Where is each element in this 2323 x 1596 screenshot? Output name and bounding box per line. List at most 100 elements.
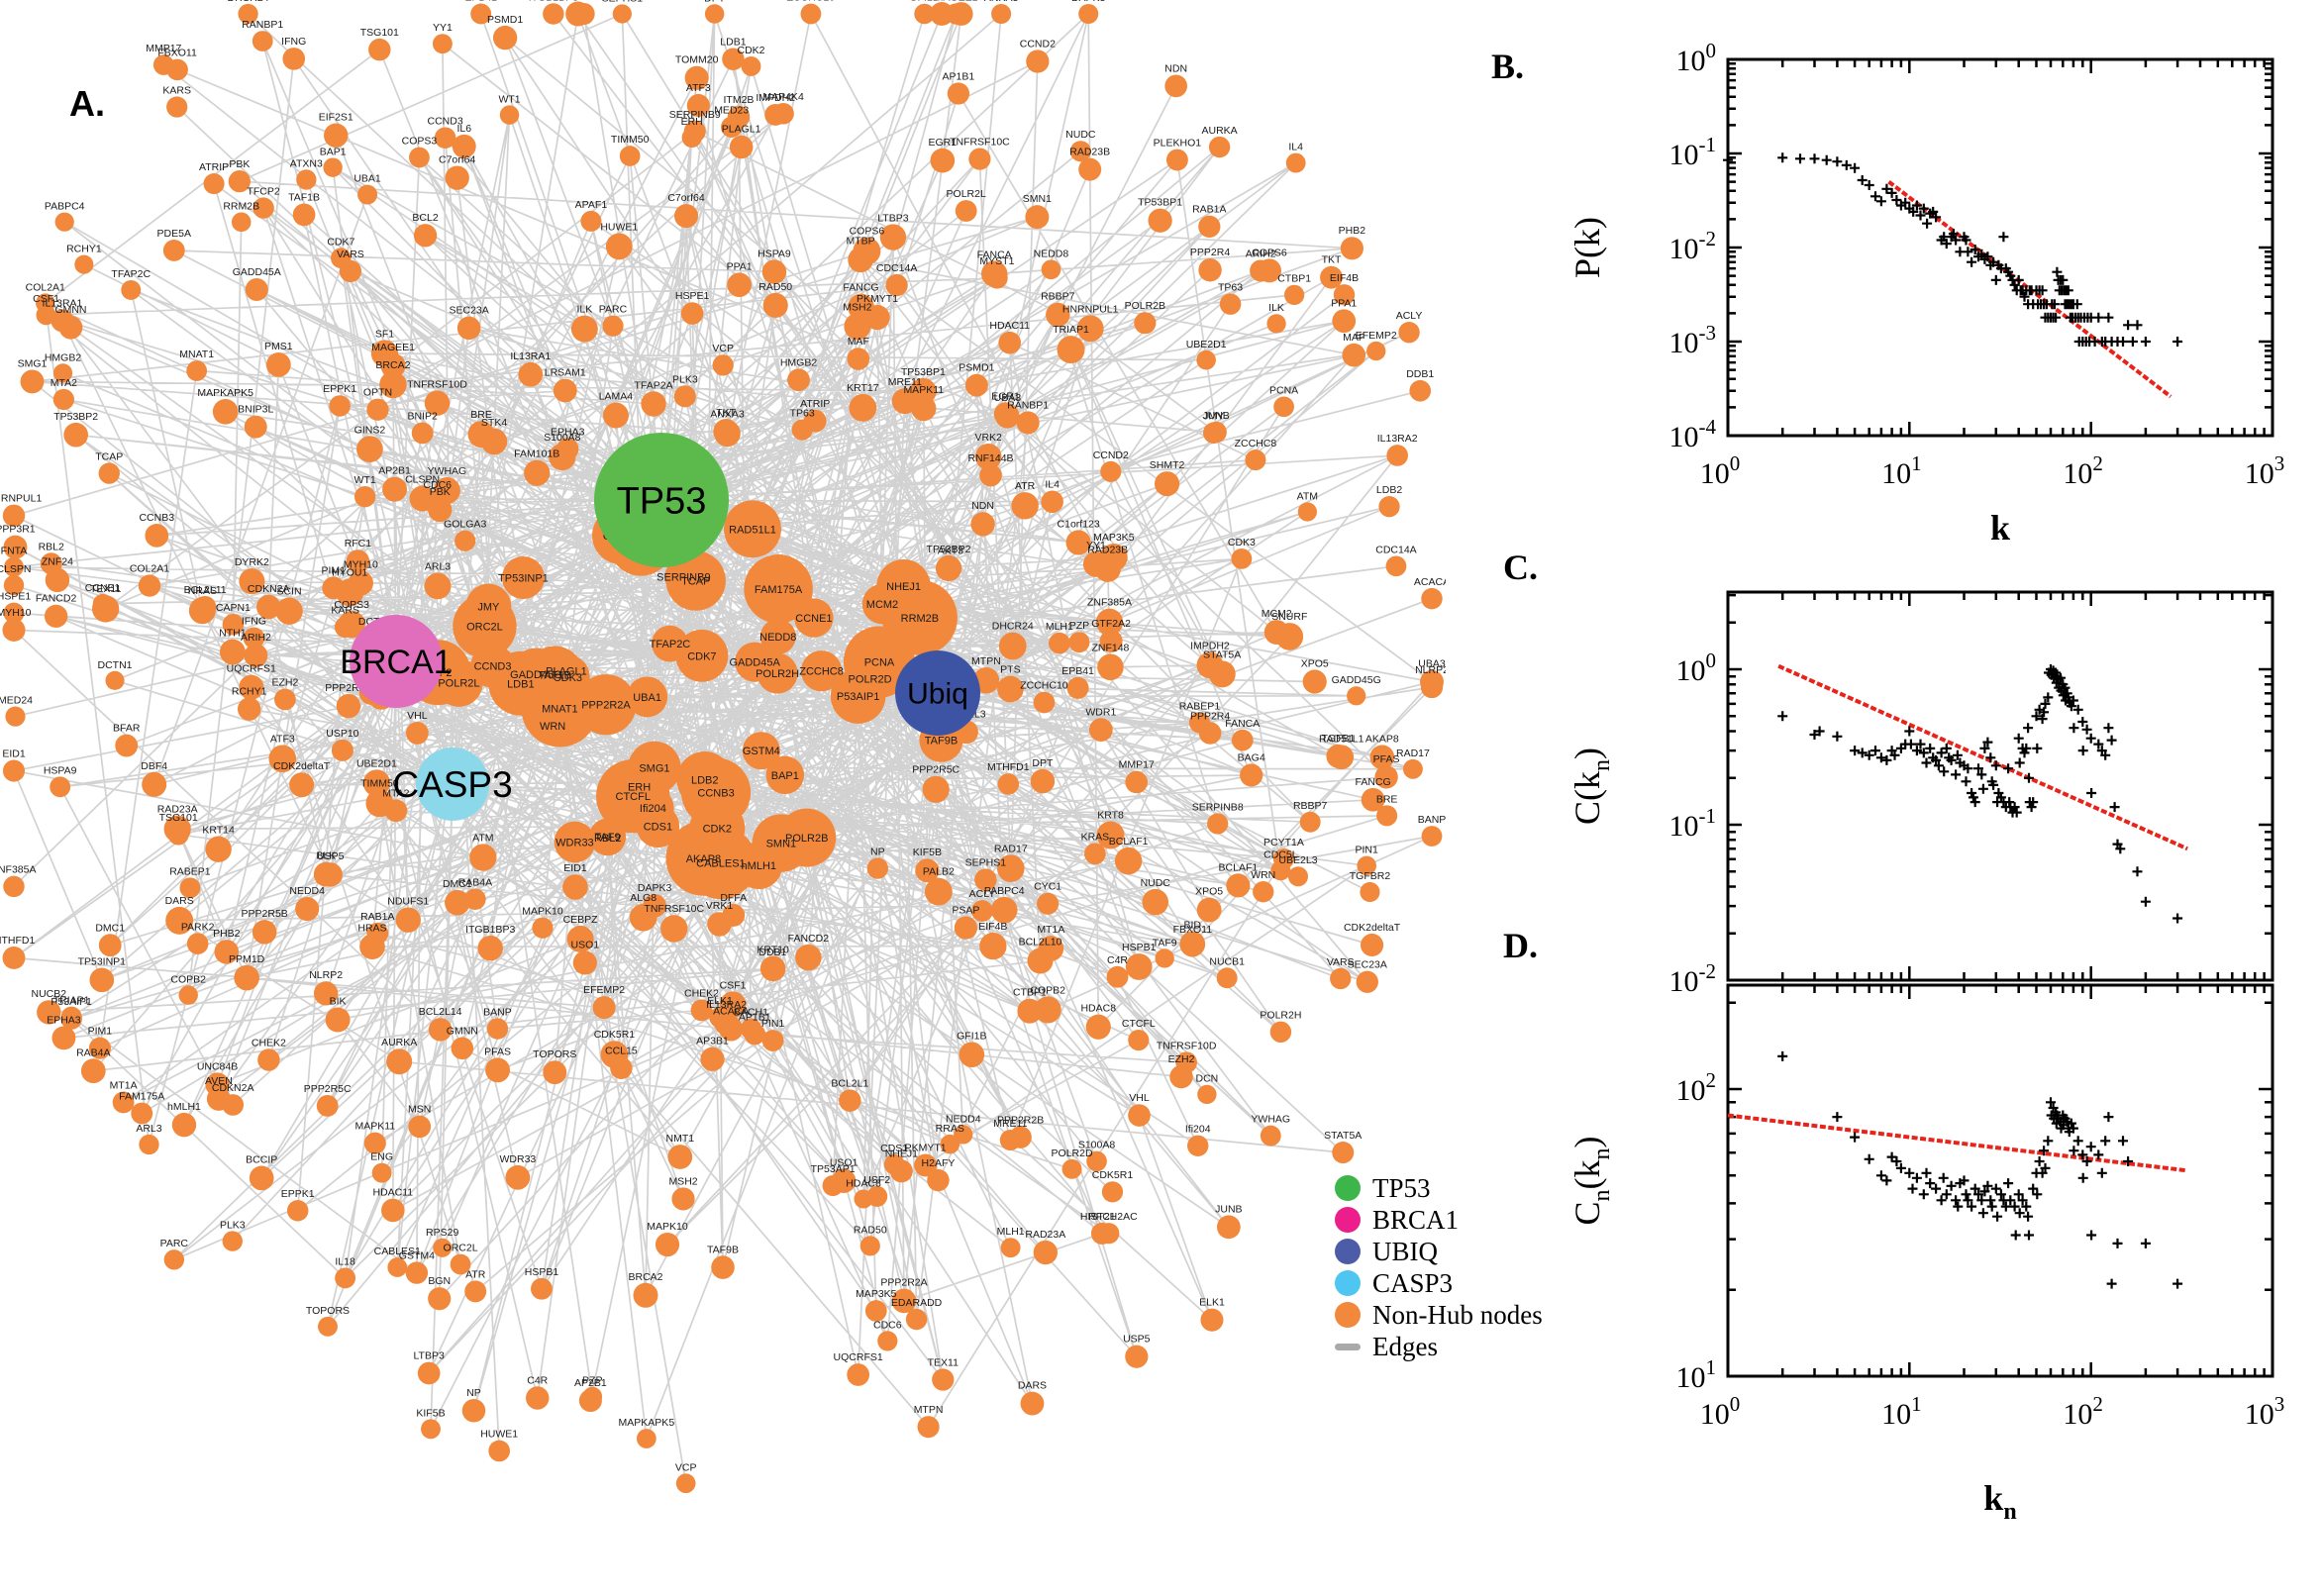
gene-label: HUWE1 — [480, 1429, 518, 1441]
gene-label: DARS — [165, 895, 194, 907]
gene-label: COPS3 — [334, 599, 369, 611]
gene-label: BCLAF1 — [1219, 861, 1259, 873]
gene-label: PMS1 — [264, 341, 293, 352]
gene-label: AP3B1 — [567, 0, 600, 3]
gene-label: JUNB — [1215, 1203, 1242, 1215]
network-node — [1285, 152, 1306, 173]
network-node — [428, 1287, 452, 1311]
gene-label: ITGB1BP3 — [465, 924, 515, 936]
gene-label: RBBP7 — [1041, 291, 1075, 303]
network-node — [534, 707, 571, 745]
gene-label: IL13RA2 — [706, 999, 747, 1011]
network-node — [1208, 660, 1236, 688]
network-node — [1250, 259, 1272, 282]
network-node — [1263, 620, 1289, 645]
gene-label: SF1 — [932, 0, 951, 2]
network-node — [316, 1094, 339, 1117]
gene-label: RFC1 — [345, 538, 372, 549]
gene-label: SEC23A — [1348, 959, 1387, 971]
network-node — [1125, 1345, 1149, 1368]
network-node — [575, 674, 637, 736]
network-panel: TCAP Ifi204 H2AFY ZCCHC8 CDS1 hMLH1 BAP1 CTCFL R… — [0, 0, 1450, 1494]
gene-label: OPTN — [363, 387, 392, 399]
network-node — [794, 598, 834, 638]
gene-label: BCL2L11 — [184, 584, 227, 596]
network-node — [252, 197, 274, 219]
gene-label: CDC6 — [423, 479, 452, 491]
gene-label: CLSPN — [405, 473, 440, 485]
panel-label-b: B. — [1491, 47, 1525, 86]
network-node — [379, 370, 407, 399]
network-node — [456, 316, 481, 341]
network-node — [721, 116, 743, 138]
gene-label: TRIAP1 — [1053, 324, 1089, 336]
gene-label: WDR33 — [556, 837, 594, 848]
network-node — [424, 390, 451, 416]
network-node — [964, 373, 988, 397]
legend-item-casp3: CASP3 — [1335, 1267, 1543, 1299]
network-node — [1374, 765, 1398, 789]
gene-label: RABEP1 — [169, 865, 211, 877]
legend-item-edges: Edges — [1335, 1331, 1543, 1362]
gene-label: FAM175A — [119, 1091, 164, 1103]
gene-label: MYH10 — [344, 558, 378, 570]
gene-label: MYH10 — [0, 607, 32, 619]
network-node — [968, 148, 991, 170]
network-node — [163, 1249, 185, 1270]
network-node — [1287, 866, 1309, 887]
gene-label: hMLH1 — [742, 860, 776, 872]
gene-label: DMC1 — [443, 878, 472, 890]
gene-label: CTCFL — [616, 791, 651, 803]
gene-label: VHL — [407, 710, 428, 722]
gene-label: MNAT1 — [179, 349, 214, 360]
gene-label: MAF — [848, 336, 869, 348]
gene-label: SMN1 — [766, 839, 797, 850]
network-node — [995, 404, 1020, 429]
gene-label: PSMD1 — [959, 362, 994, 374]
gene-label: TNFRSF10C — [950, 137, 1010, 149]
gene-label: PLAGL1 — [546, 665, 587, 677]
network-node — [336, 693, 361, 719]
network-node — [1196, 349, 1216, 370]
gene-label: CDC5L — [1263, 848, 1298, 860]
gene-label: UBE2D1 — [356, 757, 397, 769]
network-node — [1198, 258, 1222, 282]
network-node — [605, 233, 633, 260]
gene-label: PPP2R2A — [880, 1277, 927, 1289]
network-node — [245, 277, 268, 301]
gene-label: NUCB2 — [32, 988, 67, 1000]
gene-label: USO1 — [571, 939, 600, 950]
network-node — [911, 395, 937, 422]
network-node — [1030, 768, 1056, 794]
gene-label: PPP2R4 — [1190, 247, 1230, 258]
gene-label: GADD45G — [1332, 674, 1381, 686]
gene-label: HDAC8 — [846, 1177, 881, 1189]
gene-label: RAD17 — [1396, 748, 1430, 759]
gene-label: NEDD4 — [946, 1113, 981, 1125]
network-node — [313, 861, 339, 887]
network-node — [58, 315, 83, 340]
gene-label: FAM101B — [514, 449, 559, 460]
gene-label: SERPINB9 — [656, 571, 710, 583]
gene-label: PBK — [229, 158, 250, 170]
network-node — [464, 1280, 487, 1303]
network-node — [171, 1112, 197, 1138]
network-node — [37, 1000, 61, 1025]
gene-label: PALB2 — [923, 866, 955, 878]
gene-label: PPP2R5B — [555, 0, 601, 2]
gene-label: TCAP — [95, 450, 123, 462]
legend-label: TP53 — [1372, 1172, 1431, 1203]
tick-label: 10-2 — [1669, 227, 1717, 265]
gene-label: BCL2L14 — [419, 1006, 462, 1018]
network-node — [92, 594, 113, 614]
network-node — [759, 955, 786, 982]
gene-label: HSPE1 — [675, 290, 710, 302]
network-node — [286, 1200, 309, 1222]
gene-label: HSPA9 — [44, 764, 77, 776]
gene-label: DDB1 — [1406, 368, 1434, 380]
network-node — [1128, 1104, 1151, 1127]
gene-label: MYST1 — [979, 255, 1014, 267]
network-node — [619, 146, 641, 166]
network-node — [2, 946, 26, 969]
